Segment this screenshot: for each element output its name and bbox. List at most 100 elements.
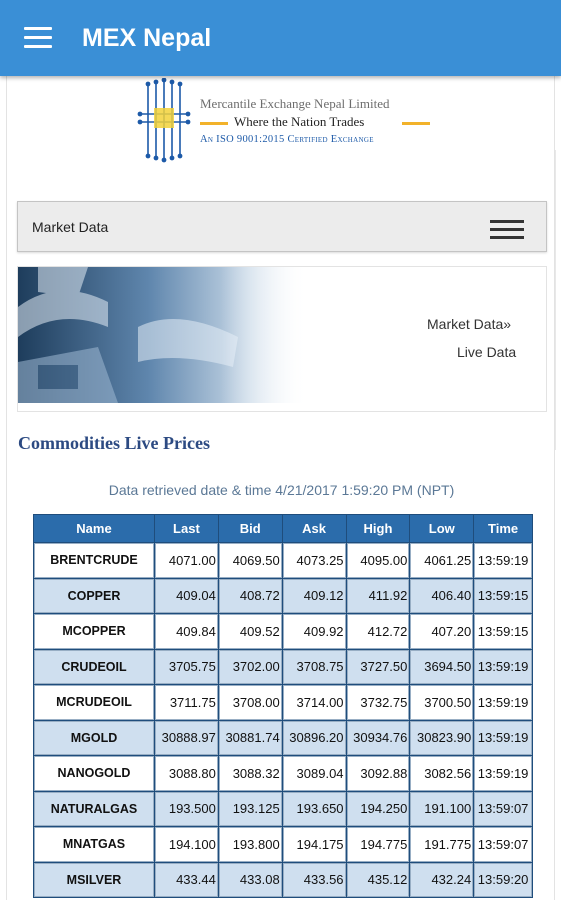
cell-high: 3732.75 — [346, 685, 410, 720]
logo-certification: An ISO 9001:2015 Certified Exchange — [200, 134, 374, 145]
cell-ask: 3089.04 — [282, 756, 346, 791]
cell-last: 409.84 — [155, 614, 218, 649]
cell-last: 30888.97 — [155, 720, 218, 755]
cell-time: 13:59:19 — [474, 649, 532, 684]
header-last: Last — [155, 515, 218, 542]
cell-name: MNATGAS — [34, 827, 154, 862]
cell-name: MSILVER — [34, 862, 154, 897]
cell-time: 13:59:07 — [474, 791, 532, 826]
cell-high: 435.12 — [346, 862, 410, 897]
cell-bid: 193.125 — [218, 791, 282, 826]
cell-high: 411.92 — [346, 578, 410, 613]
menu-toggle-icon[interactable] — [490, 220, 524, 240]
cell-low: 407.20 — [410, 614, 474, 649]
cell-ask: 3714.00 — [282, 685, 346, 720]
logo-mark-icon — [137, 78, 191, 163]
cell-ask: 409.12 — [282, 578, 346, 613]
cell-ask: 3708.75 — [282, 649, 346, 684]
cell-last: 433.44 — [155, 862, 218, 897]
cell-bid: 408.72 — [218, 578, 282, 613]
cell-high: 4095.00 — [346, 543, 410, 578]
cell-low: 3700.50 — [410, 685, 474, 720]
menu-icon[interactable] — [24, 27, 52, 49]
table-row: NANOGOLD 3088.80 3088.32 3089.04 3092.88 3082… — [34, 756, 532, 791]
header-name: Name — [34, 515, 154, 542]
app-bar: MEX Nepal — [0, 0, 561, 76]
breadcrumb-live-data: Live Data — [457, 344, 517, 360]
table-row: NATURALGAS 193.500 193.125 193.650 194.250 19… — [34, 791, 532, 826]
cell-last: 3088.80 — [155, 756, 218, 791]
cell-name: MGOLD — [34, 720, 154, 755]
cell-ask: 193.650 — [282, 791, 346, 826]
cell-low: 191.100 — [410, 791, 474, 826]
cell-name: COPPER — [34, 578, 154, 613]
table-row: MCRUDEOIL 3711.75 3708.00 3714.00 3732.75 370… — [34, 685, 532, 720]
retrieved-prefix: Data retrieved date & time — [108, 482, 276, 498]
cell-time: 13:59:20 — [474, 862, 532, 897]
cell-name: MCOPPER — [34, 614, 154, 649]
app-title: MEX Nepal — [82, 24, 212, 52]
live-prices-table: Name Last Bid Ask High Low Time BRENTCRU… — [33, 514, 533, 898]
market-data-menu-bar[interactable]: Market Data — [17, 201, 547, 252]
cell-high: 412.72 — [346, 614, 410, 649]
logo-company-name: Mercantile Exchange Nepal Limited — [200, 96, 390, 111]
cell-high: 3092.88 — [346, 756, 410, 791]
cell-low: 406.40 — [410, 578, 474, 613]
cell-name: NANOGOLD — [34, 756, 154, 791]
cell-name: MCRUDEOIL — [34, 685, 154, 720]
logo-accent-bar — [402, 122, 430, 125]
header-high: High — [346, 515, 410, 542]
table-row: CRUDEOIL 3705.75 3702.00 3708.75 3727.50 3694… — [34, 649, 532, 684]
cell-bid: 193.800 — [218, 827, 282, 862]
cell-last: 3711.75 — [155, 685, 218, 720]
header-time: Time — [474, 515, 532, 542]
market-data-label: Market Data — [32, 219, 109, 235]
cell-ask: 194.175 — [282, 827, 346, 862]
cell-high: 30934.76 — [346, 720, 410, 755]
cell-low: 432.24 — [410, 862, 474, 897]
cell-last: 4071.00 — [155, 543, 218, 578]
table-row: MSILVER 433.44 433.08 433.56 435.12 432.24 13:… — [34, 862, 532, 897]
cell-ask: 433.56 — [282, 862, 346, 897]
cell-name: CRUDEOIL — [34, 649, 154, 684]
cell-bid: 3088.32 — [218, 756, 282, 791]
main-content: Mercantile Exchange Nepal Limited Where … — [6, 76, 555, 900]
breadcrumb-market-data[interactable]: Market Data» — [427, 316, 512, 332]
cell-bid: 3708.00 — [218, 685, 282, 720]
data-retrieved-timestamp: Data retrieved date & time 4/21/2017 1:5… — [7, 482, 554, 498]
cell-time: 13:59:15 — [474, 578, 532, 613]
cell-bid: 3702.00 — [218, 649, 282, 684]
retrieved-datetime: 4/21/2017 1:59:20 PM — [275, 482, 414, 498]
table-row: MNATGAS 194.100 193.800 194.175 194.775 191.7… — [34, 827, 532, 862]
table-header-row: Name Last Bid Ask High Low Time — [34, 515, 532, 542]
cell-last: 3705.75 — [155, 649, 218, 684]
cell-time: 13:59:15 — [474, 614, 532, 649]
cell-bid: 4069.50 — [218, 543, 282, 578]
cell-time: 13:59:07 — [474, 827, 532, 862]
table-row: MGOLD 30888.97 30881.74 30896.20 30934.76 308… — [34, 720, 532, 755]
cell-time: 13:59:19 — [474, 720, 532, 755]
cell-bid: 30881.74 — [218, 720, 282, 755]
table-row: COPPER 409.04 408.72 409.12 411.92 406.40 13:5… — [34, 578, 532, 613]
cell-last: 193.500 — [155, 791, 218, 826]
cell-last: 409.04 — [155, 578, 218, 613]
cell-low: 191.775 — [410, 827, 474, 862]
cell-last: 194.100 — [155, 827, 218, 862]
cell-bid: 433.08 — [218, 862, 282, 897]
table-row: MCOPPER 409.84 409.52 409.92 412.72 407.20 13:… — [34, 614, 532, 649]
cell-time: 13:59:19 — [474, 756, 532, 791]
header-ask: Ask — [282, 515, 346, 542]
cell-high: 194.775 — [346, 827, 410, 862]
cell-low: 3082.56 — [410, 756, 474, 791]
logo-tagline: Where the Nation Trades — [234, 114, 365, 129]
cell-time: 13:59:19 — [474, 685, 532, 720]
cell-high: 194.250 — [346, 791, 410, 826]
company-logo: Mercantile Exchange Nepal Limited Where … — [134, 78, 434, 168]
cell-low: 30823.90 — [410, 720, 474, 755]
cell-ask: 409.92 — [282, 614, 346, 649]
page-banner: Market Data» Live Data — [17, 266, 547, 412]
scroll-edge — [555, 150, 561, 450]
cell-bid: 409.52 — [218, 614, 282, 649]
header-low: Low — [410, 515, 474, 542]
header-bid: Bid — [218, 515, 282, 542]
